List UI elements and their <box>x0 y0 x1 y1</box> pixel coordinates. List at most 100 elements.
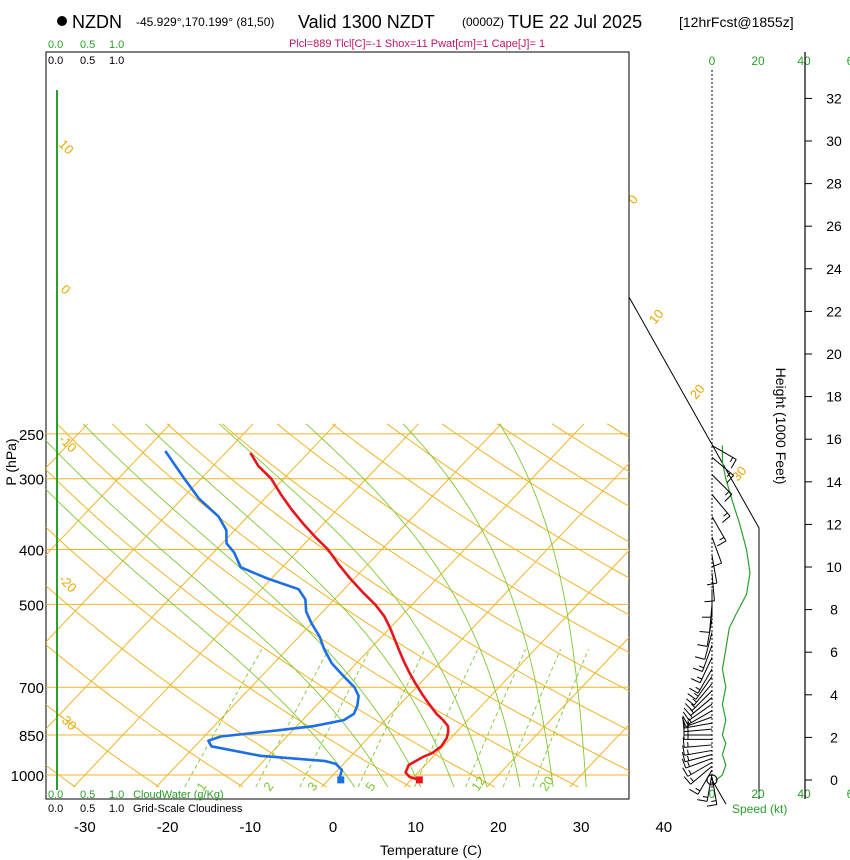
wind-barb-flag <box>722 515 731 523</box>
wind-barb-half-flag <box>687 761 690 767</box>
wind-barb <box>711 494 731 523</box>
cloud-bottom-green-0: 0.0 <box>48 789 63 801</box>
wind-barb-flag <box>717 540 727 547</box>
wind-barb <box>704 572 715 603</box>
wind-barb-flag <box>726 475 734 484</box>
wind-barb-staff <box>704 632 713 660</box>
wind-barb-half-flag <box>711 800 717 802</box>
wind-barb <box>706 555 718 586</box>
speed-tick-top: 40 <box>797 54 811 68</box>
cloud-bottom-green-1: 0.5 <box>80 789 95 801</box>
wind-barb-flag <box>682 711 690 721</box>
pressure-tick-label: 250 <box>19 427 44 444</box>
height-tick-label: 2 <box>830 729 838 745</box>
height-tick-label: 8 <box>830 602 838 618</box>
wind-barb-flag <box>686 698 695 706</box>
isotherm-line <box>238 423 585 788</box>
wind-barb <box>682 761 713 777</box>
forecast-date: TUE 22 Jul 2025 <box>508 12 642 32</box>
pressure-tick-label: 400 <box>19 543 44 560</box>
mixing-ratio-label: 2 <box>260 779 276 794</box>
dewpoint-line <box>164 450 360 781</box>
wind-barb-half-flag <box>688 718 692 723</box>
wind-barb-staff <box>711 474 733 495</box>
wind-barb <box>681 757 713 769</box>
temperature-ticks: -30 -20 -10 0 10 20 30 40 <box>74 819 672 836</box>
height-tick-label: 26 <box>826 218 842 234</box>
cloud-top-black-1: 0.5 <box>80 55 95 67</box>
wind-barb-flag <box>690 678 701 684</box>
wind-barb <box>711 516 727 547</box>
wind-barb-staff <box>688 703 713 721</box>
cloud-top-green-1: 0.5 <box>80 39 95 51</box>
isotherm-line <box>569 723 629 788</box>
dry-adiabat <box>46 585 328 788</box>
cloud-top-green-0: 0.0 <box>48 39 63 51</box>
wind-barb-flag <box>681 751 686 762</box>
wind-barb-flag <box>682 715 689 725</box>
utc-time: (0000Z) <box>462 15 504 29</box>
temperature-axis-label: Temperature (C) <box>380 842 482 858</box>
valid-time: Valid 1300 NZDT <box>298 12 435 32</box>
wind-barb-staff <box>711 776 718 805</box>
wind-barb-flag <box>692 667 703 672</box>
dry-adiabat <box>46 703 160 788</box>
wind-barb-flag <box>697 799 708 802</box>
temperature-tick-label: 30 <box>573 819 590 836</box>
wind-barb-staff <box>685 757 713 769</box>
dry-adiabat <box>331 423 629 616</box>
profiles <box>164 450 450 784</box>
station-id: NZDN <box>72 12 122 32</box>
wind-barb-flag <box>682 745 685 756</box>
wind-barb-half-flag <box>691 703 696 709</box>
mixing-ratio-label: 12 <box>468 773 489 793</box>
wind-barb-flag <box>694 656 705 660</box>
isotherm-line <box>46 423 254 643</box>
pressure-tick-label: 700 <box>19 680 44 697</box>
wind-panel: 002020404066 Speed (kt) 3230282624222018… <box>628 52 850 816</box>
wind-speed-ticks: 002020404066 <box>709 54 850 801</box>
wind-barb <box>690 657 713 684</box>
cloud-top-black-0: 0.0 <box>48 55 63 67</box>
surface-dewpoint-marker <box>337 776 345 784</box>
isotherm-label: -30 <box>56 710 80 734</box>
cloud-top-green-2: 1.0 <box>109 39 124 51</box>
wind-barb-staff <box>711 536 723 564</box>
wind-barb-half-flag <box>723 512 728 517</box>
wind-barb-flag <box>682 737 685 748</box>
speed-axis-label: Speed (kt) <box>732 802 787 816</box>
wind-barb-staff <box>699 657 713 683</box>
wind-barb <box>697 773 713 802</box>
height-tick-label: 28 <box>826 176 842 192</box>
wind-speed-line <box>715 445 751 781</box>
wind-barb <box>702 589 713 618</box>
isotherm-line <box>155 423 502 788</box>
isotherm-label: 10 <box>56 137 77 158</box>
isotherm-line <box>46 423 337 730</box>
wind-barb-staff <box>711 555 718 584</box>
height-tick-label: 6 <box>830 644 838 660</box>
pressure-axis-label: P (hPa) <box>3 438 19 485</box>
height-tick-label: 12 <box>826 516 842 532</box>
height-tick-label: 18 <box>826 389 842 405</box>
pressure-ticks: 250 300 400 500 700 850 1000 <box>11 427 44 785</box>
dry-adiabat <box>386 423 629 579</box>
dry-adiabat <box>606 423 629 438</box>
wind-barb-staff <box>687 761 713 777</box>
mixing-ratio-line <box>255 649 330 788</box>
moist-adiabat <box>499 423 587 787</box>
height-tick-label: 4 <box>830 687 838 703</box>
mixing-ratio-line <box>502 649 562 788</box>
wind-barb-staff <box>684 728 713 733</box>
wind-barb <box>689 668 713 694</box>
wind-barb-flag <box>724 494 733 502</box>
height-tick-label: 16 <box>826 431 842 447</box>
height-tick-label: 20 <box>826 346 842 362</box>
isotherm-line <box>403 549 629 788</box>
surface-temperature-marker <box>415 776 423 784</box>
speed-tick-bottom: 0 <box>709 787 716 801</box>
height-tick-label: 14 <box>826 474 842 490</box>
pressure-tick-label: 300 <box>19 472 44 489</box>
